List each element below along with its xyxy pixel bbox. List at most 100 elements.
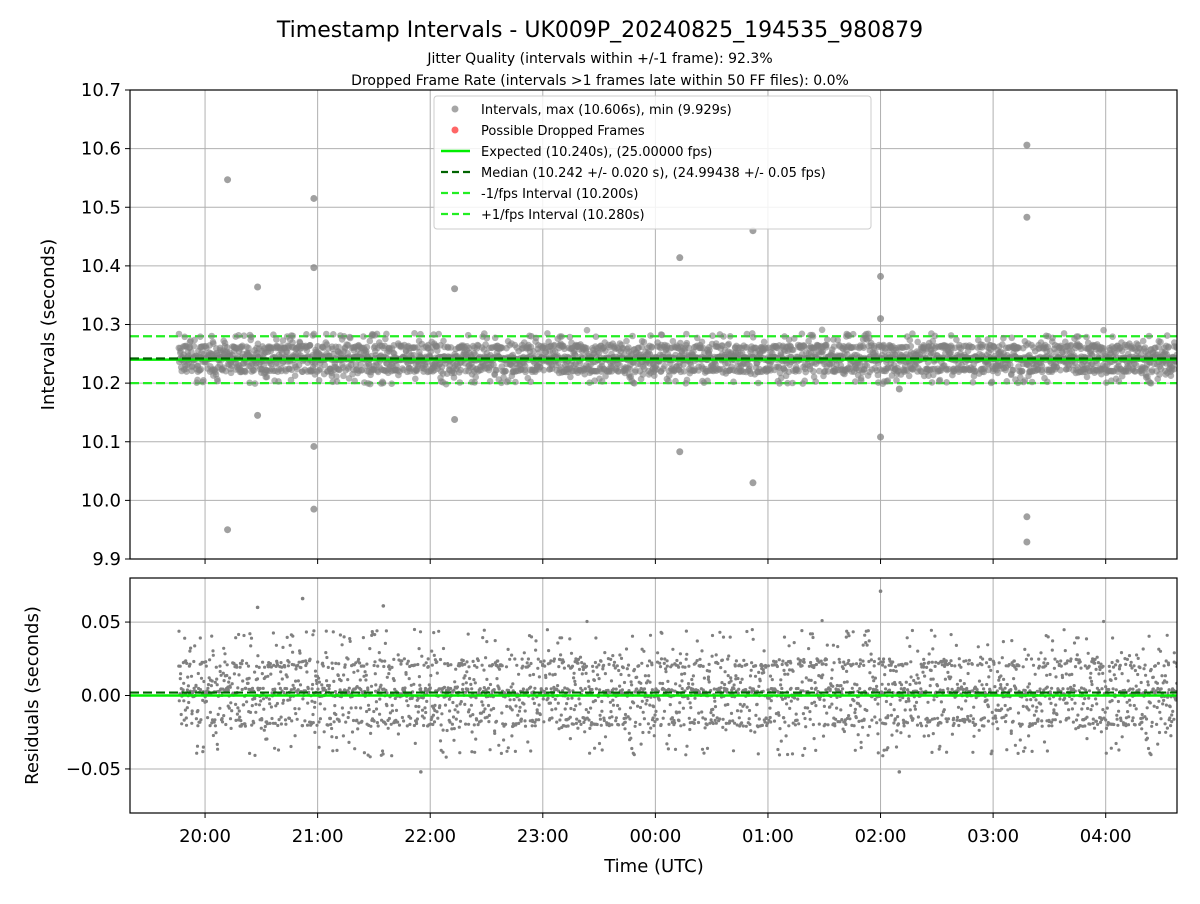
residual-point	[715, 653, 718, 656]
residual-point	[742, 724, 745, 727]
interval-point	[850, 331, 857, 338]
interval-point	[810, 333, 817, 340]
interval-point	[631, 380, 638, 387]
residual-point	[537, 658, 540, 661]
residual-point	[261, 661, 264, 664]
residual-point	[663, 662, 666, 665]
residual-point	[280, 722, 283, 725]
residual-point	[292, 684, 295, 687]
residual-point	[194, 685, 197, 688]
residual-point	[712, 722, 715, 725]
residual-point	[209, 724, 212, 727]
residual-point	[477, 659, 480, 662]
residual-point	[742, 659, 745, 662]
residual-point	[322, 664, 325, 667]
interval-outlier-point	[676, 254, 683, 261]
residual-point	[428, 683, 431, 686]
interval-outlier-point	[1023, 142, 1030, 149]
residual-point	[386, 676, 389, 679]
residual-point	[241, 679, 244, 682]
residual-point	[619, 673, 622, 676]
residual-point	[209, 711, 212, 714]
residual-point	[577, 697, 580, 700]
interval-point	[541, 367, 548, 374]
residual-point	[391, 709, 394, 712]
residual-point	[456, 711, 459, 714]
intervals-y-tick-label: 10.5	[81, 197, 121, 218]
residual-point	[396, 721, 399, 724]
residual-point	[387, 672, 390, 675]
residual-point	[516, 714, 519, 717]
residual-point	[313, 731, 316, 734]
residual-point	[179, 672, 182, 675]
residual-point	[275, 644, 278, 647]
residual-point	[223, 652, 226, 655]
residual-point	[299, 683, 302, 686]
residual-point	[550, 687, 553, 690]
residual-point	[728, 720, 731, 723]
intervals-y-tick-label: 10.6	[81, 139, 121, 160]
residual-point	[390, 754, 393, 757]
interval-outlier-point	[224, 526, 231, 533]
residual-point	[708, 680, 711, 683]
residual-point	[281, 677, 284, 680]
residual-point	[714, 705, 717, 708]
residual-point	[380, 660, 383, 663]
residual-point	[471, 713, 474, 716]
residual-point	[604, 672, 607, 675]
residual-point	[550, 708, 553, 711]
residual-point	[282, 699, 285, 702]
residual-point	[581, 689, 584, 692]
residual-point	[518, 710, 521, 713]
residual-point	[303, 719, 306, 722]
residual-point	[667, 723, 670, 726]
residual-point	[200, 677, 203, 680]
residual-point	[706, 723, 709, 726]
residual-point	[687, 665, 690, 668]
residual-point	[301, 697, 304, 700]
interval-point	[583, 345, 590, 352]
residual-point	[740, 710, 743, 713]
interval-point	[1100, 345, 1107, 352]
residual-point	[216, 683, 219, 686]
residual-point	[709, 711, 712, 714]
residual-point	[635, 687, 638, 690]
residual-point	[510, 654, 513, 657]
residual-point	[627, 664, 630, 667]
residual-point	[408, 677, 411, 680]
interval-point	[647, 332, 654, 339]
residual-point	[732, 687, 735, 690]
residual-point	[414, 742, 417, 745]
interval-point	[799, 331, 806, 338]
residual-point	[569, 716, 572, 719]
residual-point	[745, 663, 748, 666]
interval-point	[191, 337, 198, 344]
residual-point	[178, 699, 181, 702]
residual-point	[647, 731, 650, 734]
residual-point	[454, 708, 457, 711]
residual-point	[228, 676, 231, 679]
residual-point	[260, 718, 263, 721]
residual-point	[693, 722, 696, 725]
residual-point	[212, 654, 215, 657]
residual-point	[472, 678, 475, 681]
residual-point	[451, 723, 454, 726]
residual-point	[359, 688, 362, 691]
residual-point	[723, 683, 726, 686]
residual-point	[384, 722, 387, 725]
interval-point	[558, 333, 565, 340]
residual-point	[735, 659, 738, 662]
residual-point	[679, 724, 682, 727]
residual-point	[666, 665, 669, 668]
residual-point	[683, 666, 686, 669]
residual-point	[443, 662, 446, 665]
residual-point	[666, 680, 669, 683]
legend-entry-label: Median (10.242 +/- 0.020 s), (24.99438 +…	[481, 166, 826, 181]
residual-point	[587, 680, 590, 683]
interval-point	[1168, 372, 1175, 379]
residual-point	[739, 681, 742, 684]
residual-point	[229, 701, 232, 704]
residual-point	[180, 722, 183, 725]
residual-point	[509, 698, 512, 701]
residual-point	[526, 740, 529, 743]
